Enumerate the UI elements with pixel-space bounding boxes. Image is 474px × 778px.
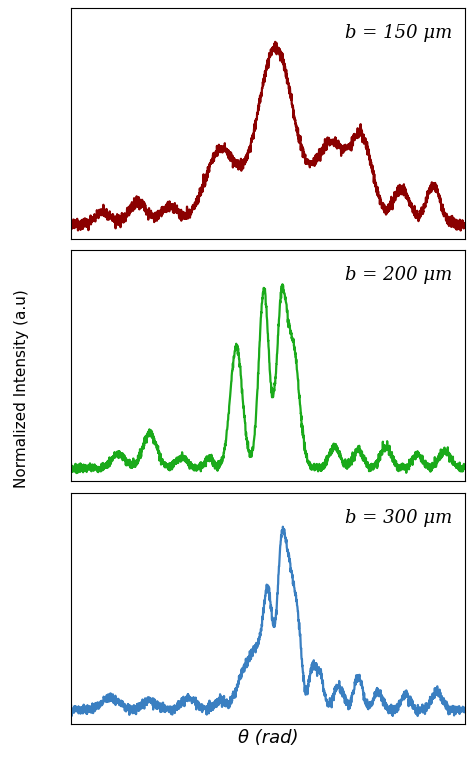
X-axis label: θ (rad): θ (rad)	[237, 729, 298, 747]
Text: b = 150 μm: b = 150 μm	[346, 24, 453, 42]
Text: Normalized Intensity (a.u): Normalized Intensity (a.u)	[14, 289, 29, 489]
Text: b = 300 μm: b = 300 μm	[346, 509, 453, 527]
Text: b = 200 μm: b = 200 μm	[346, 266, 453, 285]
